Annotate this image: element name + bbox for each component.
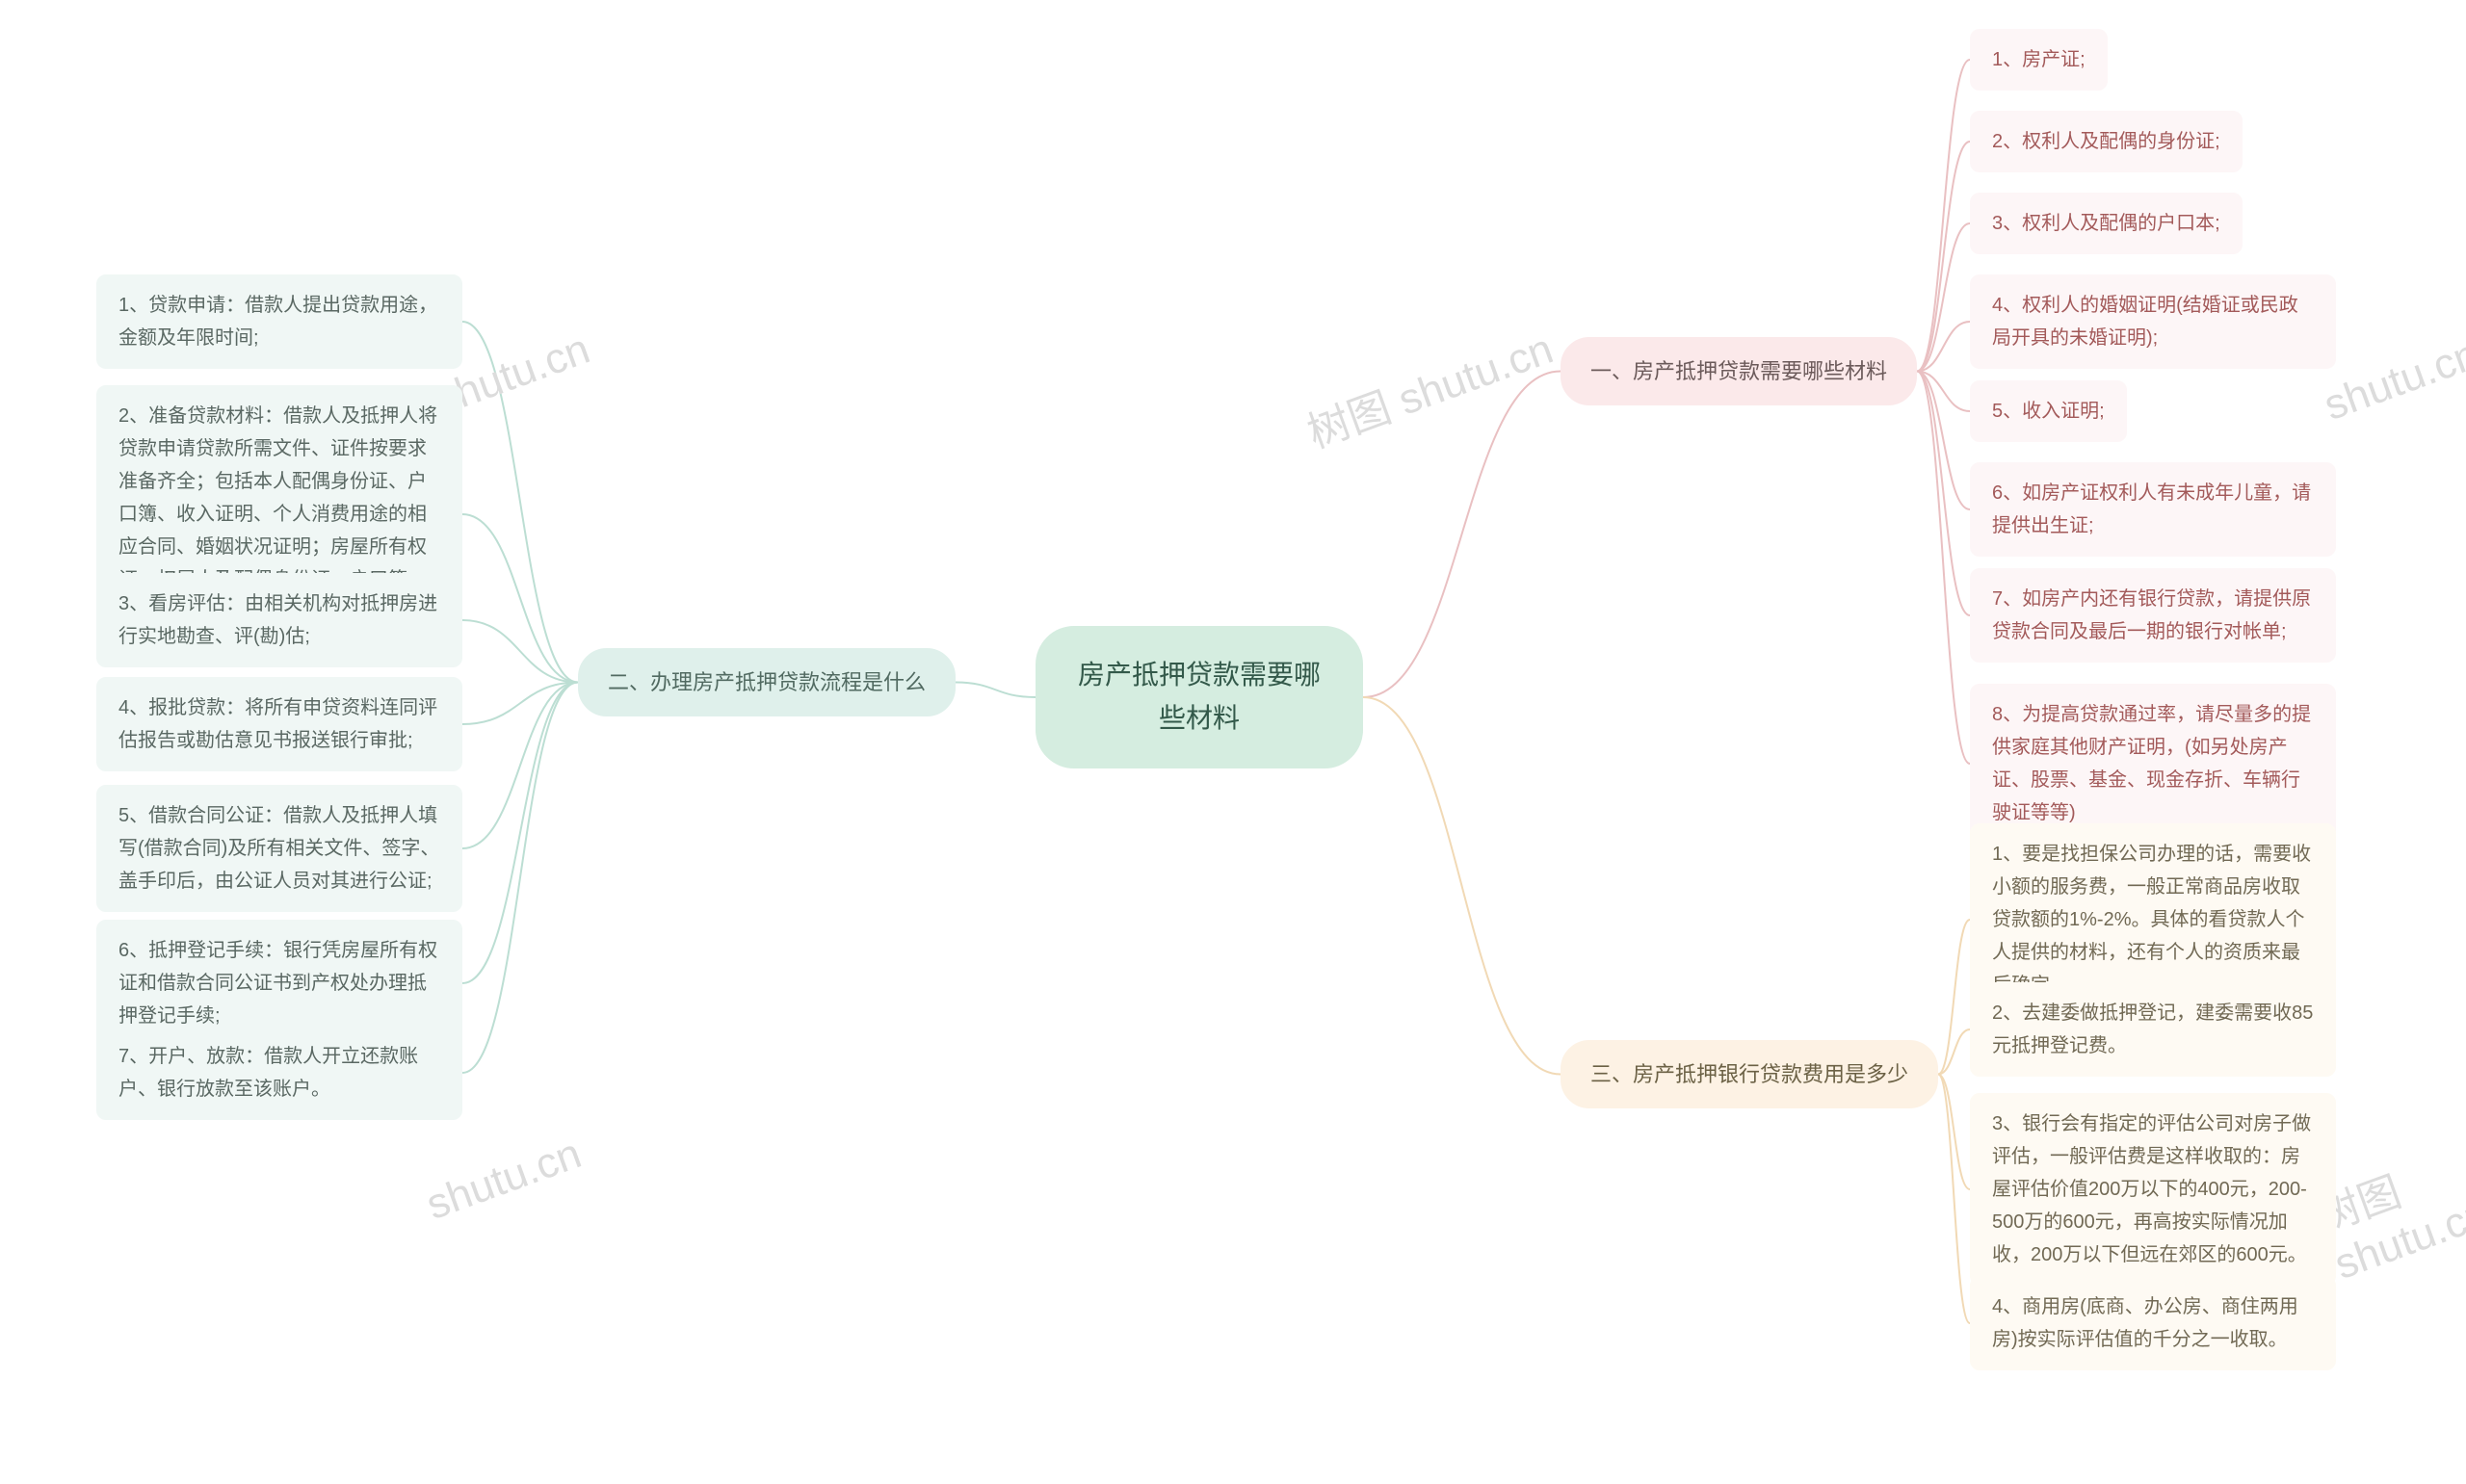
connector — [1917, 223, 1970, 372]
connector — [1938, 1075, 1970, 1324]
leaf-node[interactable]: 7、如房产内还有银行贷款，请提供原贷款合同及最后一期的银行对帐单; — [1970, 568, 2336, 663]
leaf-node[interactable]: 8、为提高贷款通过率，请尽量多的提供家庭其他财产证明，(如另处房产证、股票、基金… — [1970, 684, 2336, 844]
connector — [956, 683, 1036, 698]
leaf-node[interactable]: 1、房产证; — [1970, 29, 2108, 91]
connector — [462, 683, 578, 984]
leaf-node[interactable]: 7、开户、放款：借款人开立还款账户、银行放款至该账户。 — [96, 1026, 462, 1120]
connector — [462, 683, 578, 1074]
leaf-node[interactable]: 4、商用房(底商、办公房、商住两用房)按实际评估值的千分之一收取。 — [1970, 1276, 2336, 1370]
leaf-node[interactable]: 3、看房评估：由相关机构对抵押房进行实地勘查、评(勘)估; — [96, 573, 462, 667]
connector — [1363, 372, 1561, 698]
connector — [1363, 697, 1561, 1075]
leaf-node[interactable]: 3、银行会有指定的评估公司对房子做评估，一般评估费是这样收取的：房屋评估价值20… — [1970, 1093, 2336, 1286]
leaf-node[interactable]: 3、权利人及配偶的户口本; — [1970, 193, 2243, 254]
connector — [1917, 372, 1970, 765]
branch-node[interactable]: 三、房产抵押银行贷款费用是多少 — [1561, 1040, 1938, 1108]
connector — [1938, 1075, 1970, 1190]
connector — [1917, 372, 1970, 616]
leaf-node[interactable]: 5、收入证明; — [1970, 380, 2127, 442]
watermark: shutu.cn — [2318, 330, 2466, 430]
leaf-node[interactable]: 4、权利人的婚姻证明(结婚证或民政局开具的未婚证明); — [1970, 274, 2336, 369]
leaf-node[interactable]: 1、贷款申请：借款人提出贷款用途，金额及年限时间; — [96, 274, 462, 369]
branch-node[interactable]: 二、办理房产抵押贷款流程是什么 — [578, 648, 956, 716]
leaf-node[interactable]: 6、如房产证权利人有未成年儿童，请提供出生证; — [1970, 462, 2336, 557]
connector — [462, 322, 578, 683]
connector — [1917, 60, 1970, 372]
connector — [462, 683, 578, 725]
leaf-node[interactable]: 5、借款合同公证：借款人及抵押人填写(借款合同)及所有相关文件、签字、盖手印后，… — [96, 785, 462, 912]
connector — [1917, 372, 1970, 510]
root-node[interactable]: 房产抵押贷款需要哪些材料 — [1036, 626, 1363, 768]
connector — [1917, 372, 1970, 412]
connector — [1917, 142, 1970, 372]
leaf-node[interactable]: 2、去建委做抵押登记，建委需要收85元抵押登记费。 — [1970, 982, 2336, 1077]
leaf-node[interactable]: 2、权利人及配偶的身份证; — [1970, 111, 2243, 172]
connector — [462, 620, 578, 683]
watermark: shutu.cn — [420, 1130, 587, 1230]
connector — [462, 514, 578, 683]
connector — [1938, 1029, 1970, 1075]
leaf-node[interactable]: 4、报批贷款：将所有申贷资料连同评估报告或勘估意见书报送银行审批; — [96, 677, 462, 771]
mindmap-canvas: 树图 shutu.cn树图 shutu.cnshutu.cn树图 shutu.c… — [0, 0, 2466, 1484]
connector — [1938, 920, 1970, 1075]
watermark: 树图 shutu.cn — [1298, 314, 1560, 459]
connector — [1917, 322, 1970, 372]
connector — [462, 683, 578, 849]
branch-node[interactable]: 一、房产抵押贷款需要哪些材料 — [1561, 337, 1917, 405]
